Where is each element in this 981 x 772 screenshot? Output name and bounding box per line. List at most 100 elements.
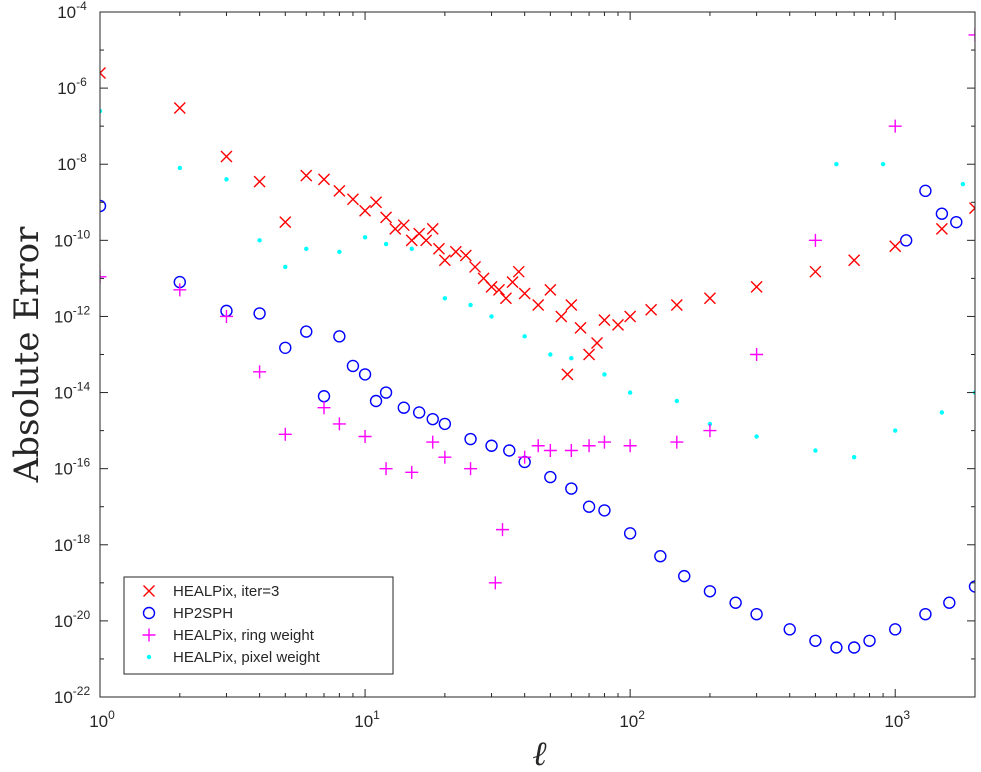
data-point	[489, 314, 494, 319]
y-tick-label: 10-16	[54, 456, 91, 479]
data-point	[543, 444, 557, 458]
data-point	[283, 264, 288, 270]
data-point	[426, 222, 439, 235]
data-point	[383, 241, 389, 247]
data-point	[968, 28, 975, 42]
legend-box	[123, 576, 394, 675]
data-point	[358, 368, 372, 381]
data-point	[279, 216, 292, 229]
data-point	[707, 421, 713, 427]
data-point	[177, 165, 182, 171]
data-point	[499, 292, 512, 305]
data-point	[968, 580, 975, 593]
data-point	[809, 265, 822, 278]
data-point	[333, 330, 346, 343]
data-point	[627, 390, 633, 395]
data-point	[253, 365, 267, 379]
data-point	[100, 199, 107, 213]
series-hp2sph	[100, 184, 975, 654]
data-point	[278, 427, 292, 441]
y-tick-label: 10-22	[54, 684, 91, 707]
data-point	[623, 527, 637, 540]
legend-label: HP2SPH	[173, 605, 233, 622]
data-point	[555, 310, 568, 323]
x-tick-label: 102	[619, 708, 645, 731]
data-point	[830, 641, 843, 654]
legend-label: HEALPix, iter=3	[173, 583, 279, 600]
data-point	[582, 439, 596, 453]
data-point	[583, 348, 596, 361]
data-point	[492, 283, 505, 296]
data-point	[100, 66, 106, 79]
data-point	[783, 623, 796, 636]
data-point	[851, 455, 857, 460]
data-point	[346, 193, 359, 206]
y-tick-label: 10-14	[54, 380, 91, 403]
data-point	[362, 235, 368, 240]
data-point	[729, 596, 742, 609]
data-point	[279, 341, 292, 354]
data-point	[432, 242, 445, 255]
data-point	[369, 394, 383, 408]
data-point	[880, 162, 886, 167]
data-point	[253, 175, 266, 188]
data-point	[597, 435, 611, 449]
data-point	[847, 641, 861, 654]
y-tick-label: 10-8	[57, 151, 87, 174]
data-point	[919, 607, 932, 621]
data-point	[889, 240, 902, 253]
data-point	[468, 302, 473, 308]
data-point	[318, 173, 331, 186]
data-point	[518, 450, 532, 464]
data-point	[397, 219, 410, 232]
data-point	[624, 310, 637, 323]
data-point	[346, 359, 360, 373]
legend: HEALPix, iter=3 HP2SPH HEALPix, ring weigh…	[123, 576, 394, 675]
data-point	[939, 410, 945, 415]
data-point	[426, 412, 439, 426]
data-point	[220, 150, 233, 163]
data-point	[485, 280, 498, 293]
series-healpix-pixel-weight	[100, 108, 975, 460]
data-point	[834, 162, 839, 167]
legend-marker	[142, 606, 156, 620]
x-tick-label: 100	[89, 708, 115, 731]
data-point	[889, 623, 902, 636]
data-point	[300, 325, 313, 338]
data-point	[969, 202, 975, 215]
data-point	[219, 309, 233, 323]
data-point	[808, 233, 822, 247]
legend-marker	[146, 654, 152, 660]
data-point	[459, 249, 472, 262]
data-point	[359, 204, 372, 217]
y-tick-label: 10-6	[57, 75, 87, 98]
data-point	[654, 550, 667, 563]
data-point	[703, 424, 717, 438]
data-point	[380, 211, 393, 224]
data-point	[257, 238, 262, 243]
data-point	[464, 432, 477, 446]
legend-label: HEALPix, ring weight	[173, 627, 315, 644]
data-point	[438, 450, 452, 464]
data-point	[469, 260, 482, 273]
data-point	[337, 249, 342, 254]
series-healpix-ring-weight	[100, 28, 975, 590]
data-point	[300, 169, 313, 182]
data-point	[564, 444, 578, 458]
data-point	[317, 401, 331, 415]
legend-label: HEALPix, pixel weight	[173, 649, 321, 666]
data-point	[412, 406, 426, 419]
data-point	[703, 292, 716, 305]
data-point	[569, 355, 574, 361]
data-point	[224, 177, 229, 182]
data-point	[950, 215, 963, 229]
data-point	[173, 283, 187, 297]
data-point	[532, 298, 545, 311]
data-point	[438, 417, 452, 431]
data-point	[379, 462, 393, 476]
y-tick-label: 10-18	[54, 532, 91, 555]
data-point	[750, 607, 763, 621]
y-tick-label: 10-12	[54, 303, 91, 326]
ticks-layer: 100 101 102 103 10-22 10-20 10-18 10-16 10-14 10-…	[54, 0, 976, 731]
